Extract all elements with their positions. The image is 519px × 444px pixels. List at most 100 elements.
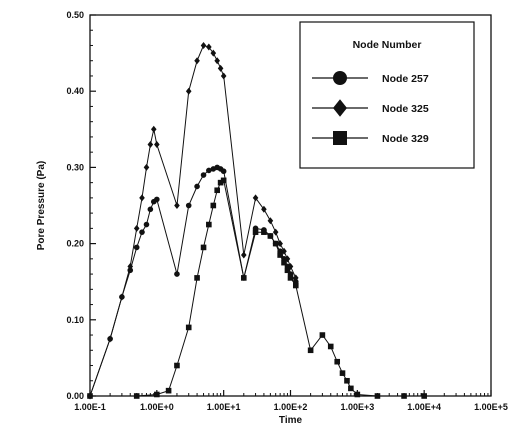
legend-title: Node Number [353, 39, 422, 51]
data-point [281, 247, 287, 255]
data-point [217, 64, 224, 72]
data-point [327, 343, 334, 350]
data-point [185, 87, 192, 95]
series-node-257 [87, 164, 299, 399]
data-point [194, 57, 200, 65]
x-tick-label: 1.00E+5 [474, 402, 508, 412]
series-node-329 [87, 177, 427, 399]
data-point [150, 125, 157, 133]
data-point [154, 141, 160, 149]
data-point [200, 244, 207, 251]
legend-marker [333, 99, 347, 117]
data-point [261, 229, 267, 235]
data-point [133, 393, 140, 399]
data-point [217, 179, 224, 186]
data-point [277, 240, 283, 248]
data-point [339, 370, 346, 376]
data-point [194, 275, 200, 281]
data-point [119, 293, 125, 301]
legend-marker [333, 131, 347, 145]
data-point [200, 172, 207, 178]
x-axis-ticks: 1.00E-1 1.00E+0 1.00E+1 1.00E+2 1.00E+3 1.00E… [74, 390, 508, 412]
series-line [90, 179, 425, 397]
data-point [214, 187, 220, 194]
data-point [133, 244, 140, 251]
data-point [143, 221, 150, 228]
data-point [272, 240, 279, 247]
data-point [267, 217, 274, 225]
series-line [89, 44, 297, 397]
data-point [240, 275, 247, 281]
data-point [154, 196, 160, 203]
data-point [220, 72, 227, 80]
data-point [206, 221, 212, 228]
data-point [252, 229, 259, 235]
data-point [174, 362, 180, 369]
x-tick-label: 1.00E-1 [74, 402, 106, 412]
x-tick-label: 1.00E+2 [274, 402, 308, 412]
data-point [421, 393, 427, 399]
data-point [307, 347, 314, 354]
data-point [210, 49, 217, 57]
data-point [210, 202, 217, 209]
data-point [220, 177, 227, 184]
y-axis-title: Pore Pressure (Pa) [36, 161, 47, 251]
y-tick-label: 0.00 [66, 391, 84, 401]
data-point [185, 324, 192, 331]
data-point [139, 229, 145, 235]
legend-entries: Node 257 Node 325 Node 329 [312, 71, 429, 145]
data-point [165, 387, 172, 394]
legend-label: Node 325 [382, 103, 429, 115]
y-tick-label: 0.30 [66, 162, 84, 172]
x-tick-label: 1.00E+0 [140, 402, 174, 412]
series-node-325 [87, 41, 299, 400]
data-point [261, 205, 267, 213]
data-point [206, 167, 212, 174]
data-point [281, 259, 287, 266]
data-point [200, 41, 207, 49]
y-axis-ticks: 0.00 0.10 0.20 0.30 0.40 0.50 [66, 10, 96, 401]
data-point [292, 282, 299, 289]
legend-entry: Node 257 [312, 71, 429, 85]
data-point [272, 228, 279, 236]
data-point [87, 393, 93, 399]
series-line [89, 166, 297, 397]
x-tick-label: 1.00E+1 [207, 402, 241, 412]
data-point [127, 262, 134, 270]
legend: Node Number Node 257 Node 325 Node 329 [299, 21, 475, 169]
legend-label: Node 329 [382, 133, 429, 145]
legend-box [299, 21, 475, 169]
legend-entry: Node 329 [312, 131, 429, 145]
data-point [334, 358, 341, 365]
data-point [401, 393, 407, 399]
data-point [147, 206, 154, 213]
data-point [344, 377, 350, 384]
y-tick-label: 0.50 [66, 10, 84, 20]
data-point [354, 391, 361, 398]
data-point [206, 43, 212, 51]
data-point [139, 194, 145, 202]
series-layer [87, 41, 427, 400]
data-point [143, 163, 150, 171]
x-tick-label: 1.00E+4 [407, 402, 441, 412]
y-tick-label: 0.40 [66, 86, 84, 96]
data-point [292, 274, 299, 282]
legend-marker [333, 71, 347, 85]
data-point [319, 332, 326, 338]
x-tick-label: 1.00E+3 [340, 402, 374, 412]
data-point [154, 391, 160, 398]
data-point [220, 168, 227, 175]
data-point [277, 252, 283, 258]
data-point [287, 275, 294, 281]
data-point [284, 267, 291, 274]
data-point [348, 385, 354, 392]
legend-label: Node 257 [382, 73, 429, 85]
data-point [174, 271, 180, 277]
data-point [107, 335, 113, 343]
data-point [214, 57, 220, 65]
data-point [185, 202, 192, 209]
data-point [133, 224, 140, 232]
data-point [374, 393, 381, 399]
data-point [267, 233, 274, 239]
